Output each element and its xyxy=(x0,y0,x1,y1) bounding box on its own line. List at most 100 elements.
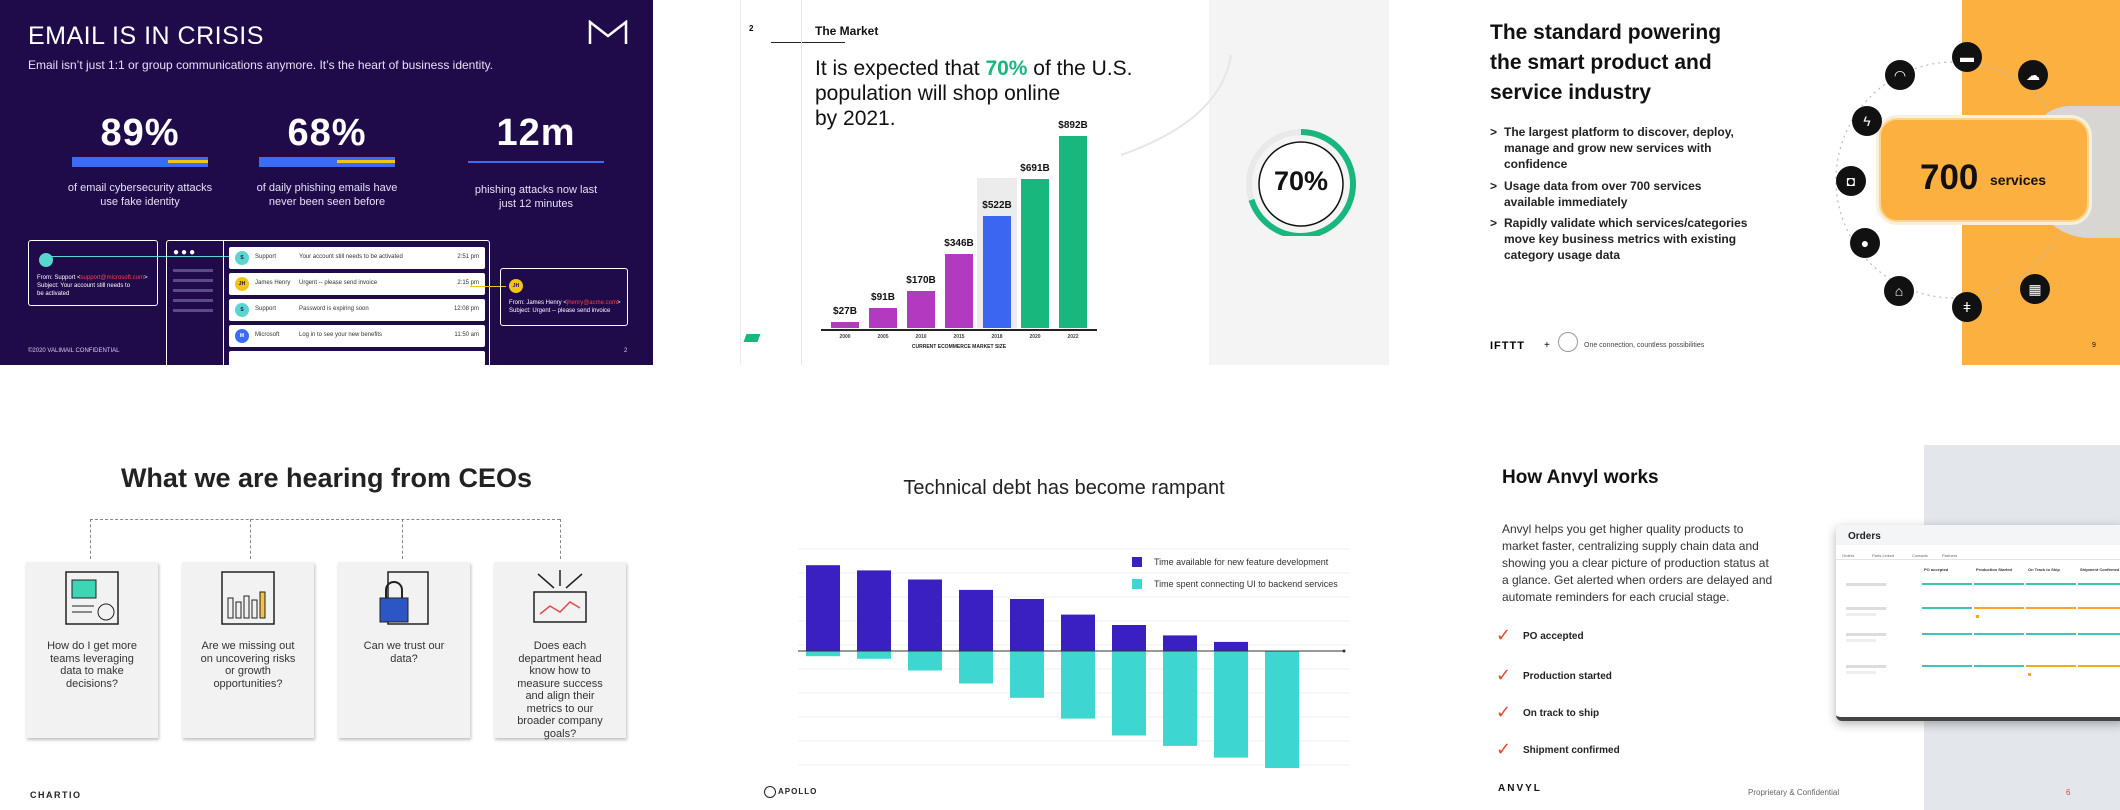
check-item: ✓ Production started xyxy=(1496,665,1612,685)
stat-caption: of email cybersecurity attacks use fake i… xyxy=(67,182,213,208)
integration-time-bar xyxy=(1265,651,1299,768)
connector-line xyxy=(90,519,560,520)
bar-value-label: $346B xyxy=(944,237,974,249)
feature-time-bar xyxy=(1112,625,1146,651)
checkmark-icon: ✓ xyxy=(1496,739,1512,759)
integration-time-bar xyxy=(908,651,942,671)
checkmark-icon: ✓ xyxy=(1496,625,1512,645)
chart-bar xyxy=(983,215,1011,328)
email-preview-card: JH From: James Henry <jhenry@acme.com> S… xyxy=(500,268,628,326)
avatar xyxy=(39,253,53,267)
integration-time-bar xyxy=(1061,651,1095,719)
slide-anvyl: How Anvyl works Anvyl helps you get high… xyxy=(1470,445,2120,810)
stat-value: 12m xyxy=(496,112,576,154)
bar-value-label: $691B xyxy=(1020,163,1050,175)
avatar: S xyxy=(235,251,249,265)
x-tick-label: 2005 xyxy=(877,334,889,340)
app-screenshot: Orders Orders Parts Linked Contacts Part… xyxy=(1836,525,2120,721)
slide-valimail: EMAIL IS IN CRISIS Email isn’t just 1:1 … xyxy=(0,0,653,365)
question-text: Are we missing out on uncovering risks o… xyxy=(200,640,296,690)
feature-time-bar xyxy=(1214,641,1248,651)
lightning-icon: ϟ xyxy=(1852,106,1882,136)
list-item[interactable]: S Support Your account still needs to be … xyxy=(229,247,485,269)
avatar: S xyxy=(235,303,249,317)
column-header: PO accepted xyxy=(1924,567,1949,572)
lightbulb-icon: ● xyxy=(1850,228,1880,258)
services-count: 700 xyxy=(1920,158,1979,197)
list-item[interactable]: S Support Password is expiring soon 12:08 … xyxy=(229,299,485,321)
tab-partners[interactable]: Partners xyxy=(1942,553,1958,558)
page-number: 2 xyxy=(749,24,754,33)
page-number: 2 xyxy=(624,348,628,354)
ceo-question-card: Can we trust our data? xyxy=(338,562,470,738)
services-label: services xyxy=(1990,172,2047,188)
feature-time-bar xyxy=(959,589,993,651)
feature-time-bar xyxy=(908,579,942,651)
bar-value-label: $892B xyxy=(1058,120,1088,131)
footer-text: ©2020 VALIMAIL CONFIDENTIAL xyxy=(28,348,120,354)
bar-value-label: $91B xyxy=(871,292,895,304)
feature-time-bar xyxy=(857,570,891,651)
feature-time-bar xyxy=(1163,635,1197,651)
question-text: Does each department head know how to me… xyxy=(517,640,603,740)
converging-arrows-icon xyxy=(533,570,587,623)
stat-value: 89% xyxy=(100,112,180,154)
slide-apollo: Technical debt has become rampant Time a… xyxy=(740,445,1388,810)
m-mail-logo-icon xyxy=(588,20,628,44)
integration-time-bar xyxy=(959,651,993,684)
ifttt-logo: IFTTT xyxy=(1490,340,1525,352)
tab-orders[interactable]: Orders xyxy=(1842,553,1855,558)
cloud-icon: ☁ xyxy=(2018,60,2048,90)
column-header: On Track to Ship xyxy=(2028,567,2060,572)
stat-block: 89% of email cybersecurity attacks use fa… xyxy=(40,112,240,209)
gauge-ring xyxy=(1246,129,1356,236)
headline: It is expected that 70% of the U.S. popu… xyxy=(815,57,1133,130)
tab-contacts[interactable]: Contacts xyxy=(1912,553,1928,558)
page-number: 6 xyxy=(2066,788,2071,797)
column-header: Production Started xyxy=(1976,567,2013,572)
wifi-icon: ◠ xyxy=(1885,60,1915,90)
chart-bar xyxy=(945,253,973,328)
checkmark-icon: ✓ xyxy=(1496,665,1512,685)
avatar: JH xyxy=(509,279,523,293)
list-item[interactable] xyxy=(229,351,485,365)
chartio-logo: CHARTIO xyxy=(30,790,82,800)
slide-chartio: What we are hearing from CEOs How do I g… xyxy=(0,445,653,810)
integration-time-bar xyxy=(857,651,891,659)
inbox-list: S Support Your account still needs to be … xyxy=(225,241,489,365)
ceo-question-card: How do I get more teams leveraging data … xyxy=(26,562,158,738)
slide-title: What we are hearing from CEOs xyxy=(120,463,533,493)
bullet-item: > Usage data from over 700 services availa… xyxy=(1490,179,1702,209)
slide-title: How Anvyl works xyxy=(1502,467,1659,488)
ecommerce-bar-chart: $27B 2000 $91B 2005 $170B 2010 $346B 2015 $522B 2… xyxy=(821,100,1121,362)
question-text: How do I get more teams leveraging data … xyxy=(47,640,137,690)
list-item[interactable]: JH James Henry Urgent -- please send invo… xyxy=(229,273,485,295)
feature-time-bar xyxy=(1061,614,1095,651)
email-preview-card: From: Support <support@microsoft.com> Su… xyxy=(28,240,158,306)
slide-title: EMAIL IS IN CRISIS xyxy=(28,22,264,50)
camera-icon: ◘ xyxy=(1836,166,1866,196)
tab-parts[interactable]: Parts Linked xyxy=(1872,553,1895,558)
legend-swatch xyxy=(1132,579,1142,589)
arc-decoration xyxy=(1120,54,1232,156)
email-headers: From: Support <support@microsoft.com> Su… xyxy=(37,275,148,297)
question-text: Can we trust our data? xyxy=(363,640,445,665)
chart-bar xyxy=(831,322,859,328)
window-dots-icon: ●●● xyxy=(173,247,198,258)
bar-value-label: $522B xyxy=(982,199,1012,211)
x-tick-label: 2022 xyxy=(1067,334,1079,340)
orders-title: Orders xyxy=(1848,531,1881,542)
slide-market: 2 The Market It is expected that 70% of … xyxy=(740,0,1389,365)
car-icon: ▬ xyxy=(1952,42,1982,72)
feature-time-bar xyxy=(806,565,840,651)
avatar: JH xyxy=(235,277,249,291)
description: Anvyl helps you get higher quality produ… xyxy=(1502,522,1773,604)
chart-bar xyxy=(1059,136,1087,328)
list-item[interactable]: M Microsoft Log in to see your new benefi… xyxy=(229,325,485,347)
thermometer-icon: ǂ xyxy=(1952,292,1982,322)
x-axis-label: CURRENT ECOMMERCE MARKET SIZE xyxy=(911,344,1007,350)
stat-caption: phishing attacks now last just 12 minutes xyxy=(474,184,598,210)
email-headers: From: James Henry <jhenry@acme.com> Subj… xyxy=(509,300,621,314)
bar-value-label: $27B xyxy=(833,306,857,318)
stat-block: 12m phishing attacks now last just 12 min… xyxy=(436,112,636,211)
